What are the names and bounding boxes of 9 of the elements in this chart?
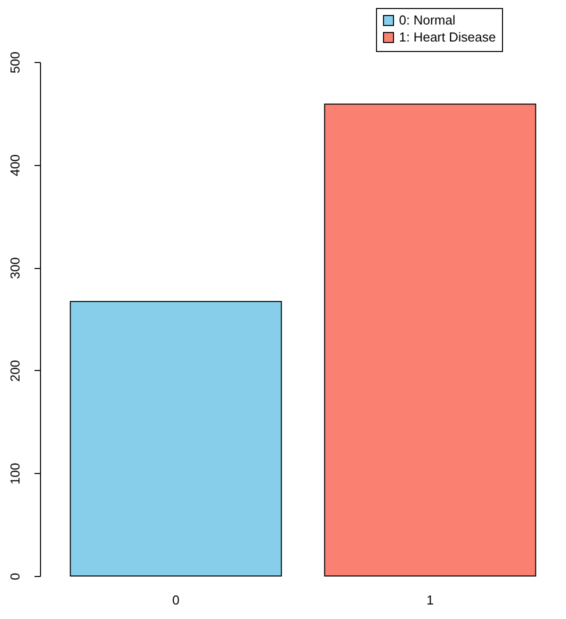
- y-tick-label: 300: [8, 257, 22, 279]
- y-tick-label: 400: [8, 154, 22, 176]
- y-tick-label: 0: [8, 572, 22, 580]
- legend-label: 1: Heart Disease: [399, 30, 496, 44]
- y-tick-label: 200: [8, 360, 22, 382]
- legend-label: 0: Normal: [399, 12, 456, 28]
- y-tick-label: 100: [8, 462, 22, 485]
- y-tick-label: 500: [8, 52, 22, 74]
- x-tick-label: 1: [426, 592, 434, 608]
